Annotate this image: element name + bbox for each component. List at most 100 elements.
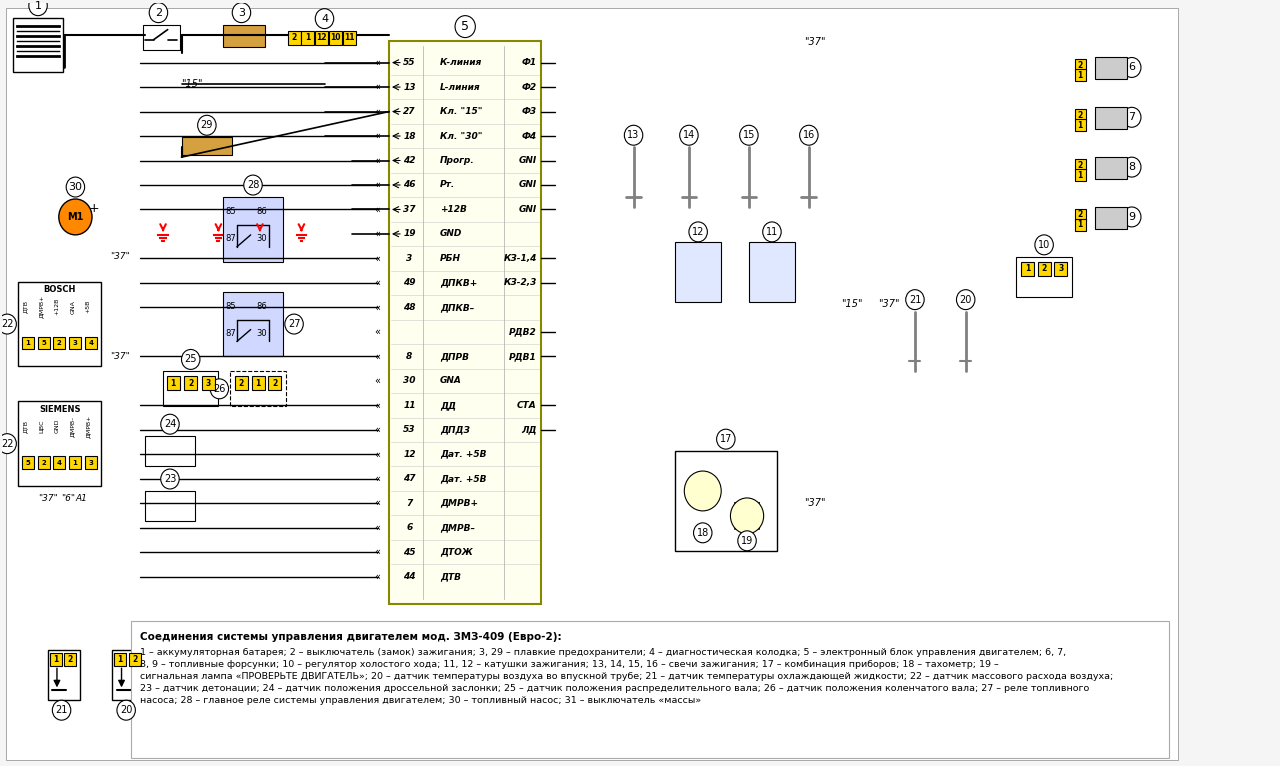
Text: 2: 2: [273, 379, 278, 388]
Text: ДТОЖ: ДТОЖ: [440, 548, 472, 557]
Text: 87: 87: [225, 329, 236, 338]
Circle shape: [731, 498, 764, 534]
Text: 27: 27: [403, 107, 416, 116]
Circle shape: [59, 199, 92, 235]
Text: 1: 1: [256, 379, 261, 388]
Text: 1: 1: [35, 1, 41, 11]
Text: "37": "37": [110, 252, 131, 261]
Bar: [1094, 57, 1128, 80]
Circle shape: [1123, 157, 1140, 177]
Text: +12В: +12В: [55, 298, 59, 316]
Text: 8: 8: [406, 352, 412, 361]
Text: 22: 22: [1, 439, 13, 449]
Text: 2: 2: [188, 379, 193, 388]
Circle shape: [29, 0, 47, 15]
Text: КЗ-2,3: КЗ-2,3: [503, 278, 536, 287]
Circle shape: [67, 177, 84, 197]
Text: 28: 28: [247, 180, 259, 190]
Text: 21: 21: [55, 705, 68, 715]
Circle shape: [0, 434, 17, 453]
Text: "37": "37": [878, 299, 900, 309]
Bar: [37, 456, 50, 469]
Text: 3: 3: [238, 8, 244, 18]
Bar: [315, 31, 328, 44]
Circle shape: [717, 429, 735, 449]
Text: 1: 1: [1078, 171, 1083, 179]
Text: «: «: [374, 547, 380, 557]
Circle shape: [737, 531, 756, 551]
Text: 4: 4: [56, 460, 61, 466]
Bar: [129, 653, 141, 666]
Text: Соединения системы управления двигателем мод. ЗМЗ-409 (Евро-2):: Соединения системы управления двигателем…: [140, 633, 562, 643]
Bar: [1074, 169, 1085, 181]
Bar: [1016, 257, 1071, 296]
Circle shape: [285, 314, 303, 334]
Circle shape: [52, 700, 70, 720]
Bar: [675, 451, 777, 551]
Text: 2: 2: [1078, 111, 1083, 119]
Circle shape: [906, 290, 924, 309]
Text: 5: 5: [461, 20, 470, 33]
Text: 49: 49: [403, 278, 416, 287]
Bar: [22, 456, 33, 469]
Text: 22: 22: [1, 319, 13, 329]
Bar: [163, 372, 219, 406]
Text: 1: 1: [1025, 264, 1030, 273]
Bar: [84, 336, 96, 349]
Text: Ф2: Ф2: [521, 83, 536, 92]
Text: 2: 2: [1078, 61, 1083, 70]
Text: ДПРВ: ДПРВ: [440, 352, 468, 361]
Bar: [64, 653, 77, 666]
Text: 6: 6: [1128, 63, 1135, 73]
Text: 10: 10: [330, 33, 340, 42]
Text: «: «: [374, 473, 380, 484]
Text: «: «: [374, 571, 380, 581]
Text: 37: 37: [403, 205, 416, 214]
Text: GNA: GNA: [70, 300, 76, 313]
Text: ДД: ДД: [440, 401, 456, 410]
Text: 11: 11: [403, 401, 416, 410]
Text: «: «: [374, 449, 380, 460]
Text: ДПКВ–: ДПКВ–: [440, 303, 474, 312]
Text: 30: 30: [256, 329, 268, 338]
Text: "37": "37": [804, 37, 826, 47]
Circle shape: [956, 290, 975, 309]
Text: Кл. "15": Кл. "15": [440, 107, 483, 116]
Text: 9: 9: [1128, 212, 1135, 222]
Text: «: «: [374, 131, 380, 141]
Bar: [1094, 157, 1128, 179]
Text: GNA: GNA: [440, 376, 462, 385]
Text: 2: 2: [1078, 161, 1083, 169]
Bar: [749, 242, 795, 302]
Bar: [1074, 159, 1085, 171]
Text: 21: 21: [909, 295, 922, 305]
Bar: [84, 456, 96, 469]
Text: 86: 86: [256, 208, 268, 217]
Text: 30: 30: [256, 234, 268, 244]
Text: 2: 2: [1042, 264, 1047, 273]
Text: 2: 2: [239, 379, 244, 388]
Text: ЛД: ЛД: [521, 425, 536, 434]
Text: 12: 12: [316, 33, 326, 42]
Bar: [1074, 70, 1085, 81]
Circle shape: [1036, 235, 1053, 255]
Text: 3: 3: [406, 254, 412, 263]
Text: ДМРВ–: ДМРВ–: [440, 523, 475, 532]
Text: 53: 53: [403, 425, 416, 434]
Text: 24: 24: [164, 419, 177, 429]
Bar: [343, 31, 356, 44]
Text: 4: 4: [88, 340, 93, 346]
Bar: [1055, 262, 1068, 276]
Text: 3: 3: [206, 379, 211, 388]
Text: ДМРВ–: ДМРВ–: [70, 416, 76, 437]
Text: BOSCH: BOSCH: [44, 285, 76, 294]
Circle shape: [232, 3, 251, 23]
Circle shape: [1123, 57, 1140, 77]
Text: 12: 12: [692, 227, 704, 237]
Text: К-линия: К-линия: [440, 58, 483, 67]
Text: 45: 45: [403, 548, 416, 557]
Bar: [113, 650, 145, 700]
Text: ЦВС: ЦВС: [38, 420, 44, 433]
Text: 44: 44: [403, 572, 416, 581]
Text: «: «: [374, 205, 380, 214]
